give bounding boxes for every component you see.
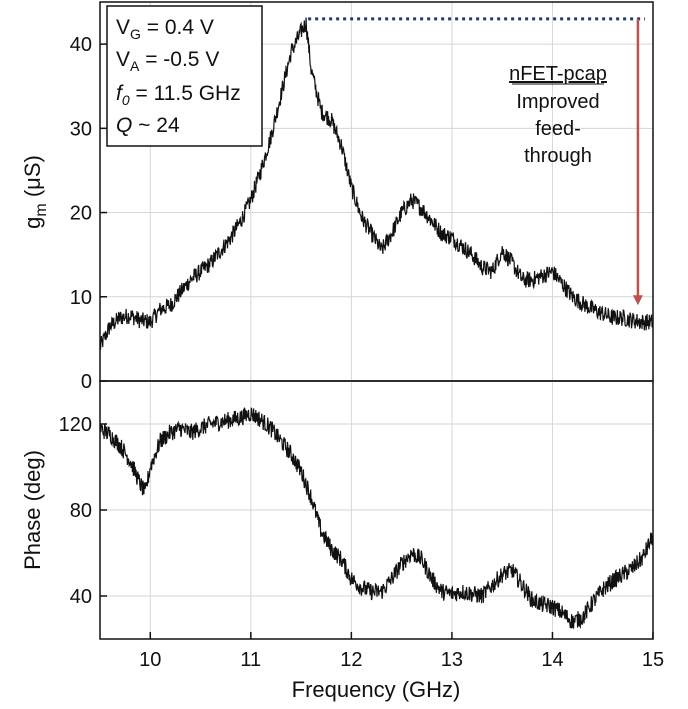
top-y-tick-label: 30	[70, 118, 92, 140]
bottom-y-tick-label: 40	[70, 586, 92, 608]
bottom-y-ticks: 40 80 120	[59, 414, 107, 608]
x-tick-label: 12	[340, 649, 362, 671]
x-tick-label: 10	[139, 649, 161, 671]
bottom-y-tick-label: 80	[70, 500, 92, 522]
annotation-box: VG = 0.4 V VA = -0.5 V f0 = 11.5 GHz Q ~…	[106, 5, 263, 147]
top-y-tick-label: 40	[70, 34, 92, 56]
annotation-f0: f0 = 11.5 GHz	[116, 82, 241, 108]
annotation-box-frame	[106, 5, 263, 147]
annotation-q: Q ~ 24	[116, 114, 180, 137]
top-y-tick-label: 0	[81, 371, 92, 393]
x-tick-label: 15	[642, 649, 664, 671]
bottom-panel: 40 80 120 10 11 12 13 14 15 Phase (deg) Frequen…	[20, 380, 664, 702]
bottom-y-axis-title: Phase (deg)	[20, 450, 45, 570]
note-title: nFET-pcap	[509, 63, 607, 85]
x-tick-label: 14	[541, 649, 563, 671]
top-panel: 0 10 20 30 40 VG = 0.4 V VA = -0.5 V f0 = 11…	[20, 1, 654, 393]
note-line-1: Improved	[516, 91, 599, 113]
top-y-tick-label: 20	[70, 203, 92, 225]
bottom-grid	[100, 381, 653, 639]
bottom-y-tick-label: 120	[59, 414, 92, 436]
gm-series-line	[99, 17, 654, 350]
feedthrough-arrow-head	[632, 295, 643, 306]
feedthrough-note: nFET-pcap Improved feed- through	[509, 63, 607, 167]
note-line-3: through	[524, 145, 592, 167]
x-tick-label: 13	[441, 649, 463, 671]
annotation-vg: VG = 0.4 V	[116, 16, 214, 42]
top-y-ticks: 0 10 20 30 40	[70, 34, 107, 393]
x-tick-label: 11	[240, 649, 261, 671]
x-axis-title: Frequency (GHz)	[292, 677, 461, 702]
phase-series-line	[99, 407, 654, 630]
top-y-tick-label: 10	[70, 287, 92, 309]
annotation-va: VA = -0.5 V	[116, 48, 219, 74]
note-line-2: feed-	[535, 118, 581, 140]
top-y-axis-title: gm (μS)	[20, 155, 50, 229]
x-axis-ticks: 10 11 12 13 14 15	[139, 632, 664, 671]
